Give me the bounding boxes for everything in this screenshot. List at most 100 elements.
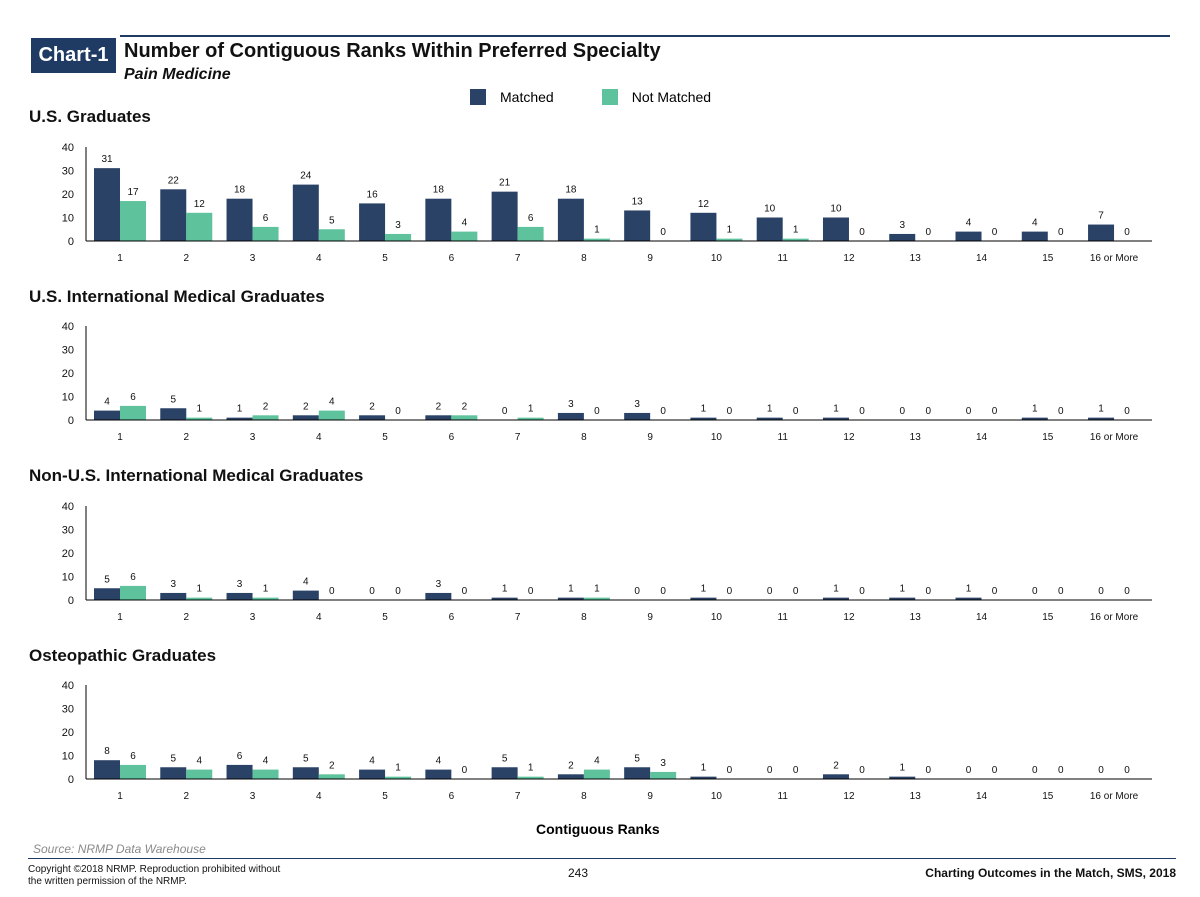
copyright: Copyright ©2018 NRMP. Reproduction prohi… xyxy=(28,864,328,888)
data-label-matched: 0 xyxy=(502,406,508,417)
data-label-not-matched: 0 xyxy=(1124,227,1130,238)
x-tick-label: 11 xyxy=(778,253,789,264)
bar-matched xyxy=(160,592,187,600)
x-tick-label: 15 xyxy=(1042,253,1054,264)
data-label-matched: 5 xyxy=(170,753,176,764)
data-label-not-matched: 0 xyxy=(727,765,733,776)
bar-matched xyxy=(292,590,319,600)
data-label-not-matched: 0 xyxy=(660,586,666,597)
bar-not-matched xyxy=(385,776,412,779)
data-label-matched: 5 xyxy=(104,574,110,585)
data-label-not-matched: 0 xyxy=(395,406,401,417)
bar-matched xyxy=(94,760,120,779)
x-tick-label: 13 xyxy=(910,432,922,443)
data-label-not-matched: 4 xyxy=(196,756,202,767)
data-label-not-matched: 0 xyxy=(793,406,799,417)
panel-title-osteopathic: Osteopathic Graduates xyxy=(29,646,217,665)
data-label-matched: 2 xyxy=(369,401,375,412)
bar-not-matched xyxy=(451,231,478,241)
top-rule xyxy=(120,35,1170,37)
y-tick-label: 20 xyxy=(62,548,74,560)
data-label-matched: 13 xyxy=(632,196,644,207)
bar-matched xyxy=(889,597,916,600)
x-tick-label: 12 xyxy=(843,612,855,623)
bar-matched xyxy=(557,597,584,600)
data-label-not-matched: 5 xyxy=(329,215,335,226)
bar-matched xyxy=(425,769,452,779)
data-label-not-matched: 0 xyxy=(1058,227,1064,238)
bar-not-matched xyxy=(385,233,412,241)
data-label-matched: 0 xyxy=(369,586,375,597)
bar-not-matched xyxy=(186,417,213,420)
data-label-not-matched: 17 xyxy=(127,187,139,198)
legend-swatch-matched xyxy=(470,89,486,105)
data-label-not-matched: 1 xyxy=(594,225,600,236)
x-tick-label: 16 or More xyxy=(1090,791,1139,802)
data-label-not-matched: 0 xyxy=(660,406,666,417)
bar-matched xyxy=(425,415,452,420)
bar-matched xyxy=(226,764,253,779)
data-label-not-matched: 0 xyxy=(462,765,468,776)
bar-not-matched xyxy=(716,238,743,241)
bar-not-matched xyxy=(186,212,213,241)
data-label-matched: 12 xyxy=(698,199,710,210)
y-tick-label: 10 xyxy=(62,572,74,584)
bar-matched xyxy=(690,417,717,420)
data-label-not-matched: 3 xyxy=(660,758,666,769)
x-tick-label: 10 xyxy=(711,253,723,264)
x-tick-label: 9 xyxy=(647,791,653,802)
bar-matched xyxy=(425,592,452,600)
x-tick-label: 16 or More xyxy=(1090,432,1139,443)
x-tick-label: 15 xyxy=(1042,432,1054,443)
bar-matched xyxy=(226,417,253,420)
data-label-not-matched: 0 xyxy=(925,227,931,238)
data-label-matched: 18 xyxy=(433,185,445,196)
data-label-not-matched: 0 xyxy=(992,406,998,417)
data-label-not-matched: 0 xyxy=(594,406,600,417)
data-label-matched: 0 xyxy=(899,406,905,417)
page-title: Number of Contiguous Ranks Within Prefer… xyxy=(124,40,661,62)
data-label-matched: 2 xyxy=(833,760,839,771)
x-tick-label: 7 xyxy=(515,432,521,443)
x-axis-title: Contiguous Ranks xyxy=(536,821,660,837)
bar-not-matched xyxy=(120,405,146,420)
y-tick-label: 20 xyxy=(62,368,74,380)
data-label-not-matched: 1 xyxy=(528,404,534,415)
bar-matched xyxy=(425,198,452,241)
data-label-matched: 0 xyxy=(1032,765,1038,776)
bar-matched xyxy=(624,412,651,420)
x-tick-label: 10 xyxy=(711,432,723,443)
data-label-matched: 16 xyxy=(367,189,379,200)
data-label-not-matched: 0 xyxy=(859,586,865,597)
y-tick-label: 10 xyxy=(62,392,74,404)
data-label-not-matched: 2 xyxy=(263,401,269,412)
x-tick-label: 4 xyxy=(316,432,322,443)
data-label-matched: 5 xyxy=(170,394,176,405)
data-label-not-matched: 4 xyxy=(462,218,468,229)
x-tick-label: 9 xyxy=(647,253,653,264)
legend-item-not-matched: Not Matched xyxy=(601,89,711,105)
bar-not-matched xyxy=(517,417,544,420)
bar-not-matched xyxy=(120,585,146,600)
data-label-matched: 0 xyxy=(966,765,972,776)
copyright-line-2: the written permission of the NRMP. xyxy=(28,876,187,887)
data-label-not-matched: 0 xyxy=(727,586,733,597)
data-label-not-matched: 0 xyxy=(727,406,733,417)
x-tick-label: 14 xyxy=(976,791,988,802)
x-tick-label: 2 xyxy=(183,432,189,443)
x-tick-label: 1 xyxy=(117,432,123,443)
bar-matched xyxy=(889,233,916,241)
x-tick-label: 11 xyxy=(778,612,789,623)
data-label-matched: 3 xyxy=(436,579,442,590)
x-tick-label: 2 xyxy=(183,253,189,264)
data-label-not-matched: 6 xyxy=(528,213,534,224)
bar-not-matched xyxy=(451,415,478,420)
data-label-not-matched: 1 xyxy=(395,763,401,774)
data-label-not-matched: 0 xyxy=(1058,586,1064,597)
x-tick-label: 14 xyxy=(976,432,988,443)
data-label-matched: 5 xyxy=(502,753,508,764)
bar-matched xyxy=(822,217,849,241)
data-label-matched: 4 xyxy=(104,397,110,408)
data-label-not-matched: 0 xyxy=(859,406,865,417)
bar-not-matched xyxy=(120,764,146,779)
